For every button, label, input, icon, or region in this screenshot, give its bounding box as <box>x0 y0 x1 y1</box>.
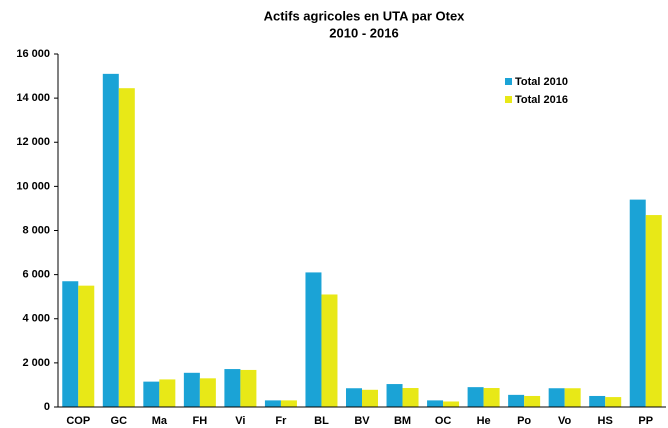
bar <box>183 372 200 407</box>
bar <box>346 388 362 407</box>
x-tick-label: BV <box>354 415 370 427</box>
bar <box>102 73 119 407</box>
x-tick-label: BL <box>314 415 329 427</box>
bar <box>629 199 646 407</box>
bar <box>240 369 257 407</box>
y-tick-label: 12 000 <box>16 136 50 148</box>
x-tick-label: Vo <box>558 415 572 427</box>
y-tick-label: 0 <box>44 401 50 413</box>
bar <box>605 397 622 407</box>
bar <box>78 285 95 407</box>
bar <box>483 388 500 407</box>
x-tick-label: BM <box>394 415 411 427</box>
chart-title: Actifs agricoles en UTA par Otex <box>264 8 466 23</box>
bar <box>224 369 241 407</box>
bar <box>159 379 176 407</box>
x-tick-label: Po <box>517 415 531 427</box>
y-tick-label: 4 000 <box>22 313 50 325</box>
y-tick-label: 2 000 <box>22 357 50 369</box>
x-tick-label: Ma <box>152 415 168 427</box>
y-tick-label: 14 000 <box>16 92 50 104</box>
x-tick-label: He <box>477 415 491 427</box>
bar <box>548 388 565 407</box>
bar <box>589 395 606 407</box>
bar <box>443 401 460 407</box>
x-tick-label: Vi <box>235 415 245 427</box>
bar <box>524 395 541 407</box>
bar <box>305 272 322 407</box>
bar <box>508 394 525 407</box>
legend-swatch <box>505 78 512 85</box>
bar <box>143 381 160 407</box>
x-tick-label: OC <box>435 415 452 427</box>
legend-label: Total 2010 <box>515 76 568 88</box>
bar <box>62 281 79 407</box>
x-tick-label: COP <box>66 415 90 427</box>
x-tick-label: FH <box>193 415 208 427</box>
x-tick-label: HS <box>598 415 613 427</box>
bar <box>264 400 281 407</box>
x-tick-label: GC <box>111 415 128 427</box>
bar <box>402 388 419 407</box>
bar <box>467 387 484 407</box>
bar <box>386 384 403 407</box>
y-tick-label: 8 000 <box>22 224 50 236</box>
y-tick-label: 10 000 <box>16 180 50 192</box>
x-tick-label: Fr <box>275 415 287 427</box>
x-tick-label: PP <box>638 415 653 427</box>
bar <box>564 388 581 407</box>
bar <box>199 378 216 407</box>
y-tick-label: 16 000 <box>16 48 50 60</box>
bar <box>645 215 662 407</box>
y-tick-label: 6 000 <box>22 269 50 281</box>
bar <box>427 400 444 407</box>
bar <box>362 389 378 407</box>
legend-label: Total 2016 <box>515 94 568 106</box>
chart-subtitle: 2010 - 2016 <box>329 25 398 40</box>
bar <box>321 294 338 407</box>
bar <box>280 400 297 407</box>
bar <box>118 88 135 408</box>
legend-swatch <box>505 96 512 103</box>
